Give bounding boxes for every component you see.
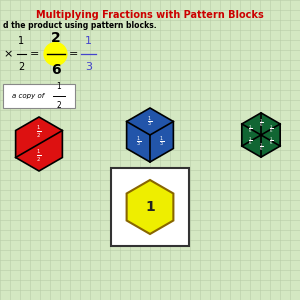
Text: 1: 1 xyxy=(85,37,92,46)
Text: $\frac{1}{2}$: $\frac{1}{2}$ xyxy=(36,148,42,164)
Text: 1: 1 xyxy=(145,200,155,214)
Text: =: = xyxy=(69,49,78,59)
Text: 1: 1 xyxy=(18,37,24,46)
Text: 1: 1 xyxy=(56,82,61,91)
Text: $\frac{1}{6}$: $\frac{1}{6}$ xyxy=(259,117,263,129)
Circle shape xyxy=(44,43,67,65)
Text: $\frac{1}{6}$: $\frac{1}{6}$ xyxy=(269,123,274,135)
Text: $\frac{1}{3}$: $\frac{1}{3}$ xyxy=(147,114,153,129)
Text: $\frac{1}{6}$: $\frac{1}{6}$ xyxy=(259,141,263,153)
Text: 6: 6 xyxy=(51,63,60,77)
FancyBboxPatch shape xyxy=(111,168,189,246)
Polygon shape xyxy=(242,113,280,157)
Text: $\frac{1}{3}$: $\frac{1}{3}$ xyxy=(159,135,164,149)
Text: $\times$: $\times$ xyxy=(3,49,13,59)
Text: 2: 2 xyxy=(51,31,60,45)
Text: 2: 2 xyxy=(56,101,61,110)
Text: =: = xyxy=(30,49,39,59)
Text: 3: 3 xyxy=(85,61,92,71)
Text: $\frac{1}{3}$: $\frac{1}{3}$ xyxy=(136,135,141,149)
Text: $\frac{1}{6}$: $\frac{1}{6}$ xyxy=(248,123,253,135)
Text: $\frac{1}{6}$: $\frac{1}{6}$ xyxy=(269,135,274,147)
Text: $\frac{1}{6}$: $\frac{1}{6}$ xyxy=(248,135,253,147)
Polygon shape xyxy=(127,180,173,234)
FancyBboxPatch shape xyxy=(3,84,75,108)
Text: $\frac{1}{2}$: $\frac{1}{2}$ xyxy=(36,124,42,140)
Text: 2: 2 xyxy=(18,61,24,71)
Polygon shape xyxy=(16,117,62,171)
Text: Multiplying Fractions with Pattern Blocks: Multiplying Fractions with Pattern Block… xyxy=(36,11,264,20)
Polygon shape xyxy=(127,108,173,162)
Text: a copy of: a copy of xyxy=(12,93,44,99)
Text: d the product using pattern blocks.: d the product using pattern blocks. xyxy=(3,21,157,30)
